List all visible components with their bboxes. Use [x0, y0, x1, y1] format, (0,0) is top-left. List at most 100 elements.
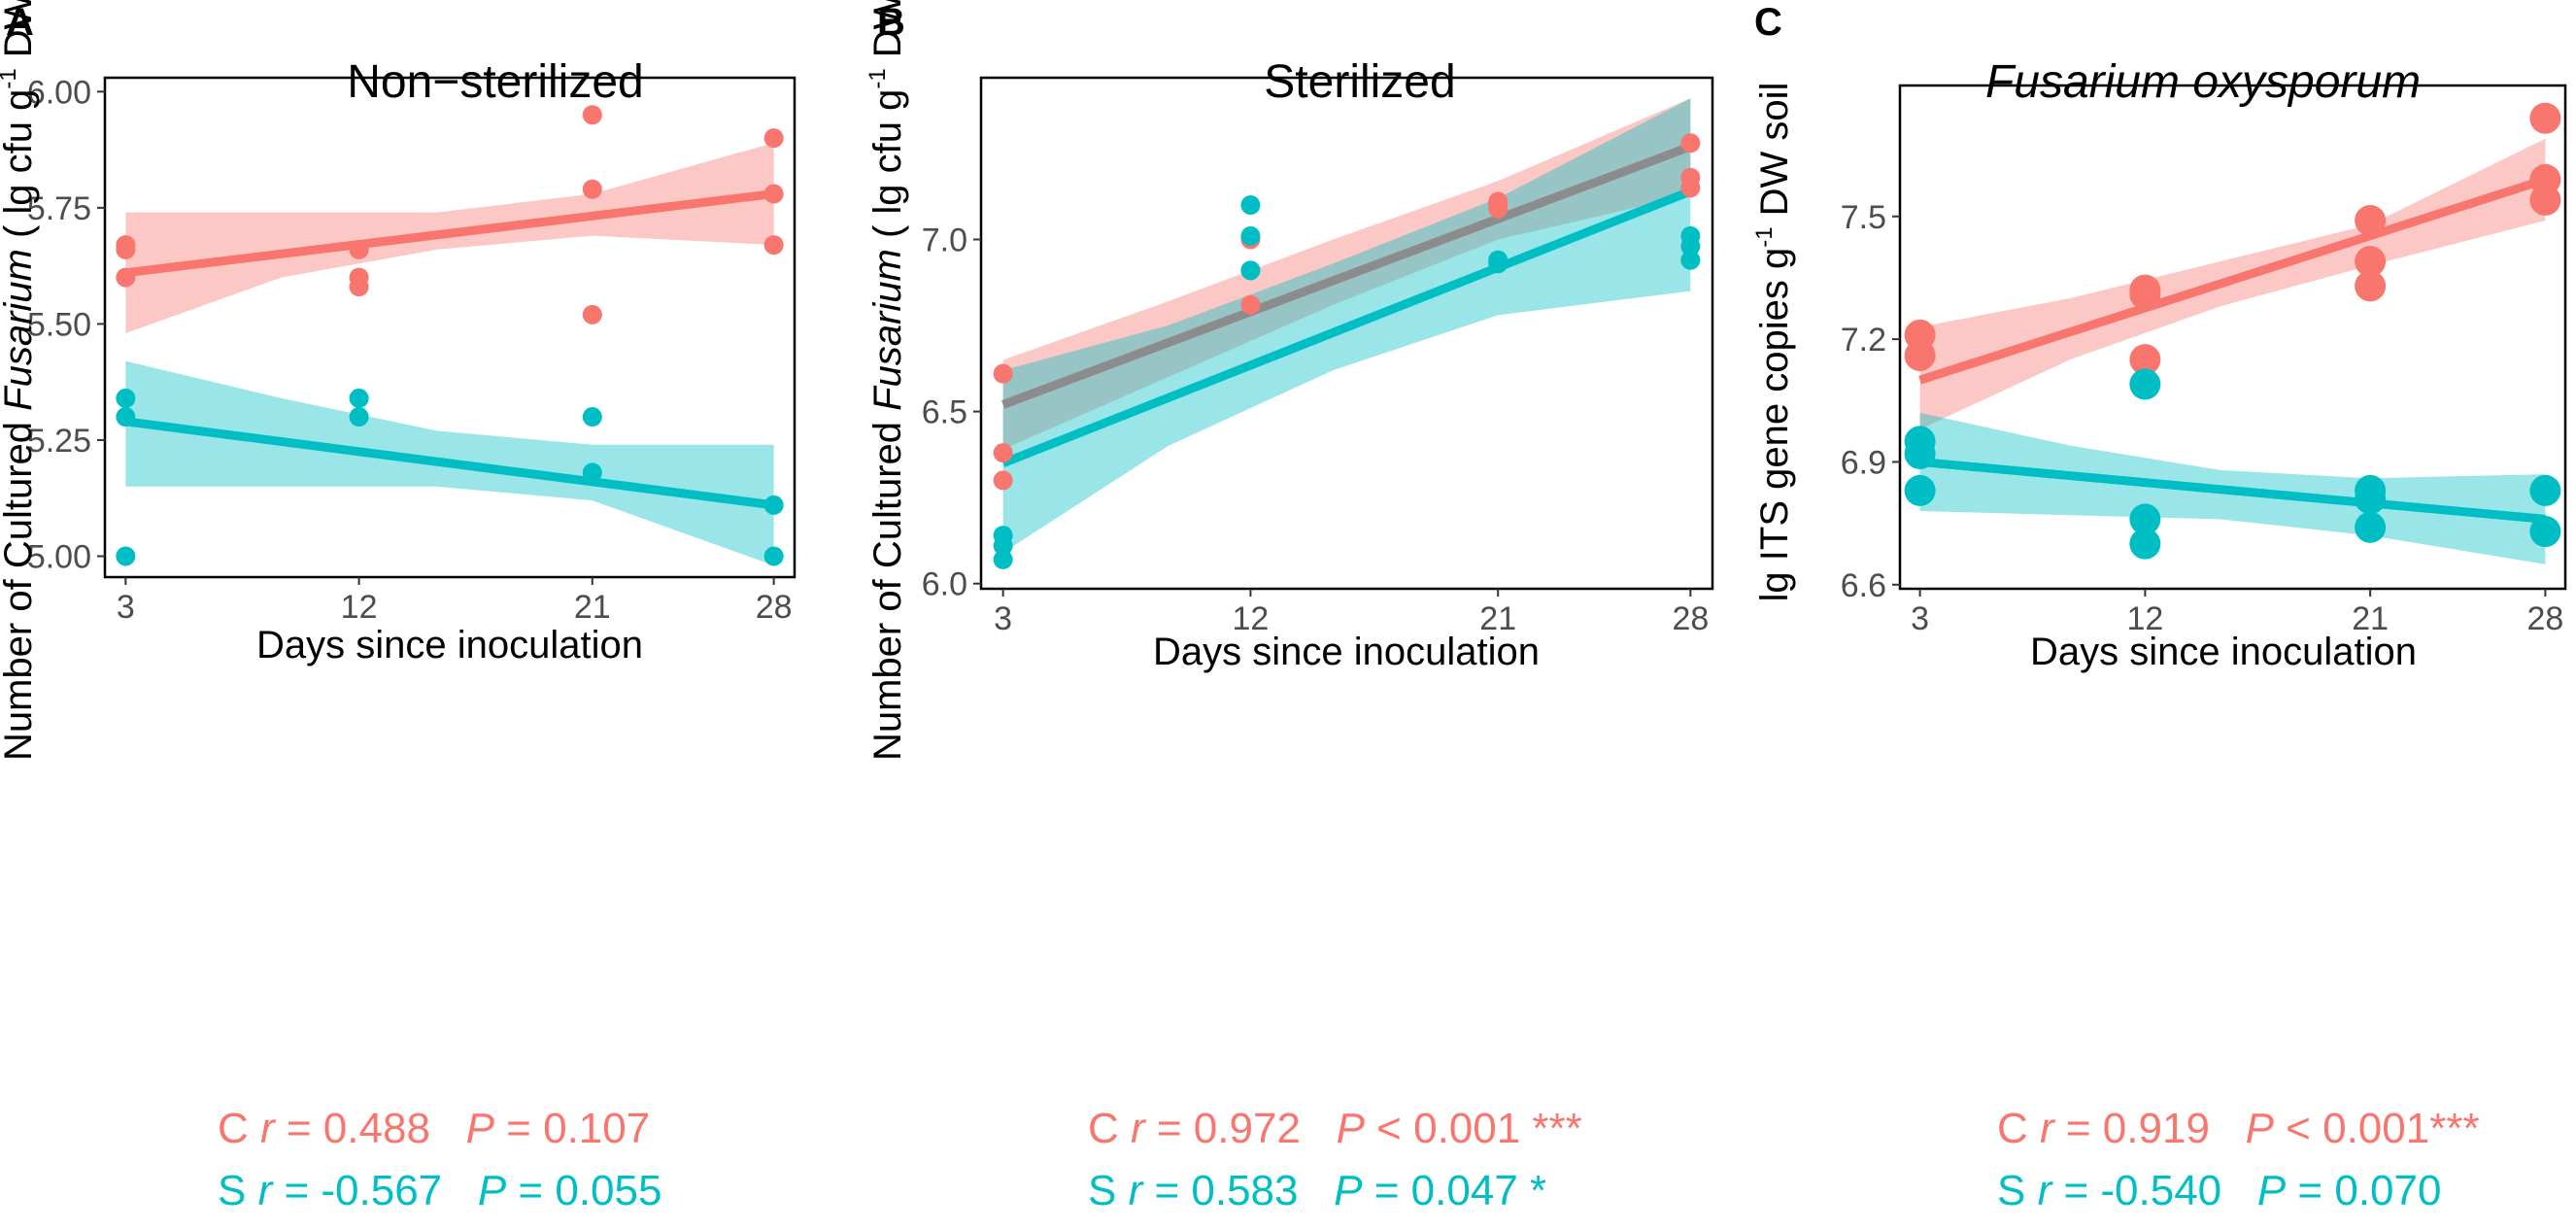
y-tick-label: 6.6	[1841, 567, 1886, 604]
y-axis-label-superscript: -1	[864, 68, 891, 88]
data-point-s	[2529, 474, 2561, 506]
stats-p-label: P	[2246, 1105, 2275, 1152]
stats-group: S	[1088, 1167, 1129, 1214]
data-point-s	[1680, 236, 1701, 256]
x-tick-label: 21	[2352, 600, 2389, 637]
y-axis-label-part: DW soil )	[866, 0, 909, 68]
data-point-s	[1488, 254, 1508, 274]
y-tick-label: 6.0	[922, 566, 967, 603]
y-axis-label-part: ( lg cfu g	[866, 89, 909, 250]
data-point-c	[2129, 278, 2161, 310]
stats-p-value: = 0.070	[2286, 1167, 2441, 1214]
plot-border	[979, 76, 1714, 591]
stats-r-label: r	[2040, 1105, 2056, 1152]
stats-r-label: r	[1129, 1167, 1145, 1214]
data-point-c	[763, 128, 784, 149]
stats-p-value: < 0.001 ***	[1365, 1105, 1582, 1152]
stats-p-value: = 0.107	[494, 1105, 650, 1152]
y-tick-label: 7.0	[922, 222, 967, 258]
plot-border	[1898, 84, 2567, 591]
x-tick-label: 21	[1479, 600, 1516, 637]
x-tick-label: 21	[574, 589, 611, 626]
data-point-s	[582, 462, 602, 483]
stats-r-value: = -0.540	[2051, 1167, 2257, 1214]
y-axis-label: Number of Cultured Fusarium ( lg cfu g-1…	[0, 0, 40, 761]
plot-area	[993, 98, 1701, 569]
data-point-s	[2129, 368, 2161, 400]
y-axis-label-superscript: -1	[1751, 226, 1778, 247]
chart-title: Fusarium oxysporum	[1985, 56, 2421, 108]
data-point-c	[1680, 178, 1701, 198]
data-point-c	[993, 363, 1013, 384]
x-axis-label: Days since inoculation	[1153, 631, 1540, 673]
y-axis-label-superscript: -1	[0, 68, 21, 88]
stats-group: C	[1088, 1105, 1131, 1152]
data-point-s	[1240, 225, 1261, 246]
stats-group: C	[218, 1105, 260, 1152]
data-point-s	[116, 388, 136, 408]
stats-p-label: P	[1334, 1167, 1363, 1214]
x-tick-label: 3	[1911, 600, 1929, 637]
y-axis-label-part: DW soil )	[0, 0, 40, 68]
panel-b: B Sterilized 6.0 6.5 7.0 3 12 21 28 Days since in…	[864, 0, 1714, 1214]
stats-p-label: P	[1337, 1105, 1366, 1152]
y-tick-label: 7.2	[1841, 322, 1886, 359]
stats-r-label: r	[260, 1105, 277, 1152]
x-tick-label: 12	[2126, 600, 2163, 637]
data-point-c	[349, 239, 369, 259]
y-axis-label-part: ( lg cfu g	[0, 89, 40, 250]
y-tick-label: 6.00	[27, 74, 91, 111]
y-axis-label: Number of Cultured Fusarium ( lg cfu g-1…	[864, 0, 909, 761]
chart-title: Sterilized	[1264, 56, 1455, 108]
stats-r-label: r	[1131, 1105, 1147, 1152]
stats-r-value: = 0.488	[275, 1105, 466, 1152]
x-tick-label: 28	[756, 589, 793, 626]
y-tick-label: 5.25	[27, 423, 91, 460]
data-point-c	[1240, 294, 1261, 315]
plot-area	[1904, 102, 2561, 564]
stats-r-value: = 0.583	[1142, 1167, 1334, 1214]
x-tick-label: 28	[1672, 600, 1709, 637]
data-point-s	[2355, 511, 2387, 543]
data-point-c	[2529, 184, 2561, 216]
data-point-c	[2355, 204, 2387, 236]
stats-group: C	[1997, 1105, 2040, 1152]
stats-r-label: r	[258, 1167, 275, 1214]
data-point-c	[116, 239, 136, 259]
data-point-s	[1904, 474, 1936, 506]
y-axis-label-part: Number of Cultured	[0, 411, 40, 761]
data-point-c	[763, 184, 784, 204]
x-tick-label: 12	[1233, 600, 1270, 637]
data-point-c	[1904, 339, 1936, 371]
regression-line-s	[124, 417, 775, 510]
plot-area	[116, 105, 784, 566]
data-point-c	[2355, 270, 2387, 302]
data-point-c	[2129, 344, 2161, 376]
data-point-c	[1680, 133, 1701, 154]
data-point-c	[2529, 102, 2561, 134]
panel-a: A Non−sterilized 5.00 5.25 5.50 5.75 6.00 3 12 21…	[0, 0, 797, 1214]
stats-p-value: < 0.001***	[2274, 1105, 2480, 1152]
data-point-s	[1904, 438, 1936, 470]
data-point-s	[116, 546, 136, 566]
chart-title: Non−sterilized	[347, 56, 643, 108]
y-axis-label-italic: Fusarium	[0, 249, 40, 411]
stats-line-s: S r = -0.567 P = 0.055	[218, 1167, 661, 1214]
regression-line-c	[1918, 175, 2547, 385]
data-point-s	[763, 546, 784, 566]
stats-p-label: P	[466, 1105, 495, 1152]
stats-r-value: = 0.972	[1145, 1105, 1337, 1152]
data-point-s	[993, 535, 1013, 556]
x-axis-label: Days since inoculation	[256, 624, 643, 666]
stats-p-label: P	[2257, 1167, 2287, 1214]
plot-border	[103, 76, 797, 579]
x-tick-label: 28	[2526, 600, 2563, 637]
stats-r-label: r	[2038, 1167, 2054, 1214]
data-point-c	[116, 267, 136, 288]
x-tick-label: 12	[341, 589, 378, 626]
confidence-band-c	[125, 142, 774, 333]
regression-line-s	[1000, 187, 1693, 467]
y-tick-label: 6.9	[1841, 444, 1886, 481]
regression-line-s	[1919, 457, 2546, 524]
data-point-s	[2129, 528, 2161, 560]
